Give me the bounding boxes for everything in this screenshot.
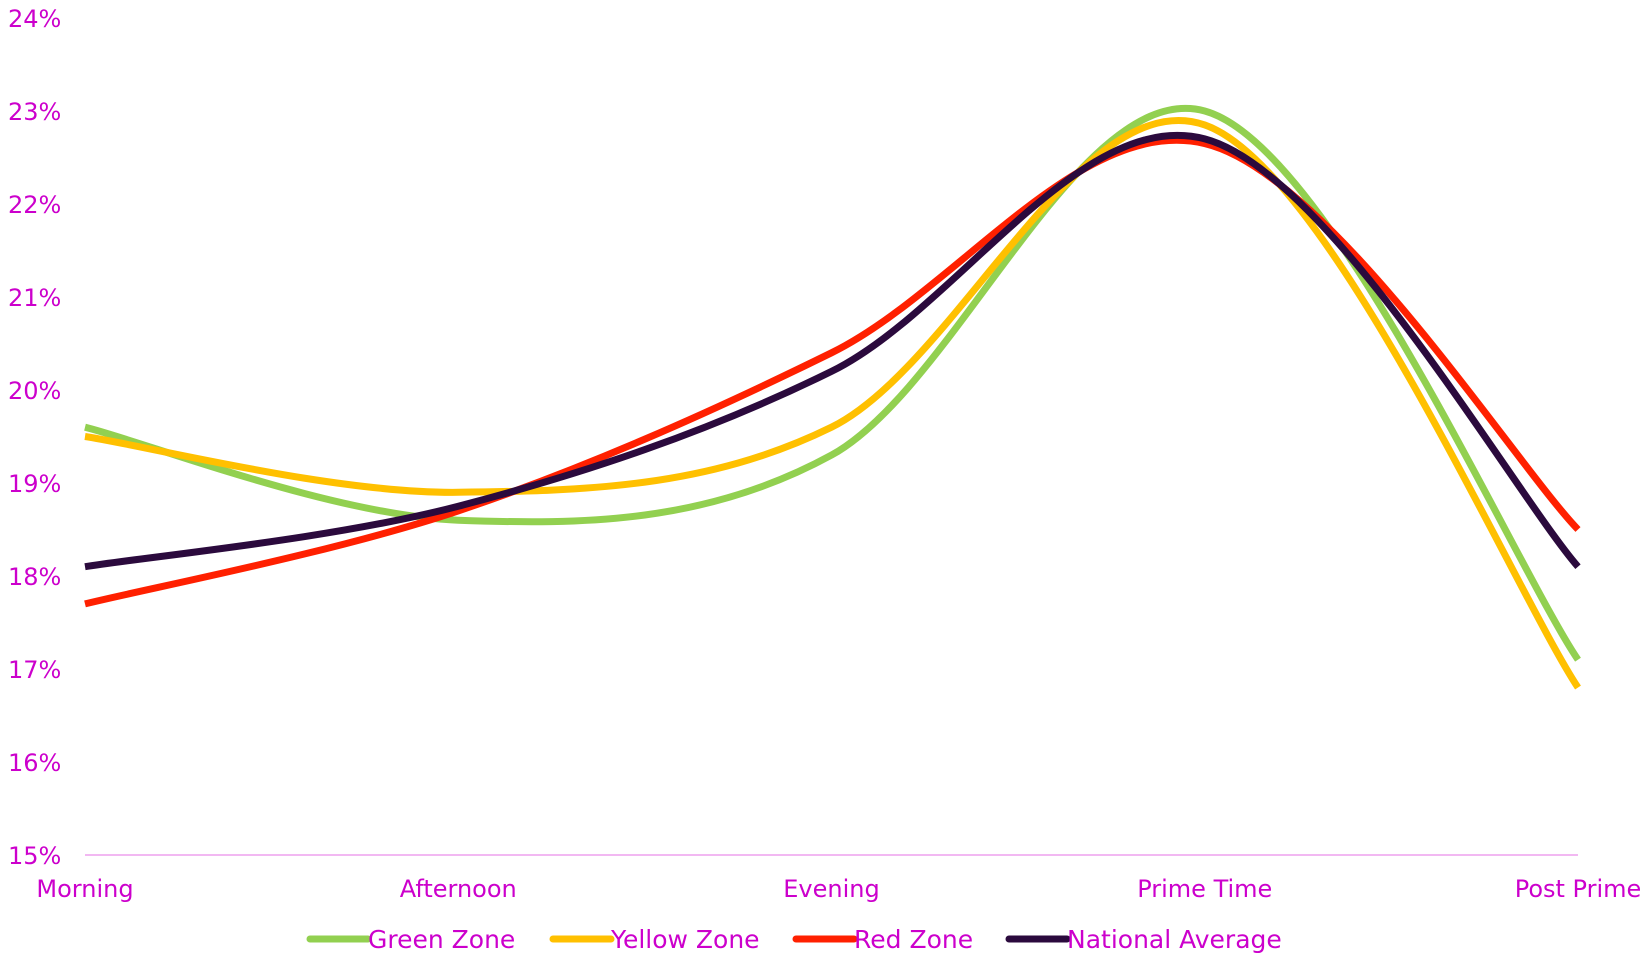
x-tick-label: Morning — [36, 875, 133, 903]
y-tick-label: 18% — [8, 563, 61, 591]
series-line-national-average — [84, 132, 1581, 571]
x-tick-label: Afternoon — [400, 875, 517, 903]
y-tick-label: 19% — [8, 470, 61, 498]
x-tick-label: Post Prime — [1515, 875, 1642, 903]
y-tick-label: 24% — [8, 5, 61, 33]
series-lines — [84, 105, 1581, 690]
legend-label: Yellow Zone — [610, 925, 760, 954]
legend-label: National Average — [1067, 925, 1282, 954]
y-tick-label: 23% — [8, 98, 61, 126]
x-tick-label: Prime Time — [1137, 875, 1272, 903]
legend-label: Green Zone — [368, 925, 515, 954]
series-line-green-zone — [84, 105, 1581, 662]
y-tick-label: 22% — [8, 191, 61, 219]
legend-label: Red Zone — [854, 925, 973, 954]
y-tick-label: 21% — [8, 284, 61, 312]
y-tick-label: 16% — [8, 749, 61, 777]
y-tick-label: 17% — [8, 656, 61, 684]
y-tick-label: 20% — [8, 377, 61, 405]
x-tick-label: Evening — [783, 875, 879, 903]
legend: Green Zone Yellow Zone Red Zone National Av… — [306, 925, 1282, 954]
x-axis-tick-labels: Morning Afternoon Evening Prime Time Post Pr… — [36, 875, 1641, 903]
series-line-yellow-zone — [84, 117, 1581, 690]
y-tick-label: 15% — [8, 842, 61, 870]
y-axis-tick-labels: 15% 16% 17% 18% 19% 20% 21% 22% 23% 24% — [8, 5, 61, 870]
series-line-red-zone — [84, 136, 1581, 608]
